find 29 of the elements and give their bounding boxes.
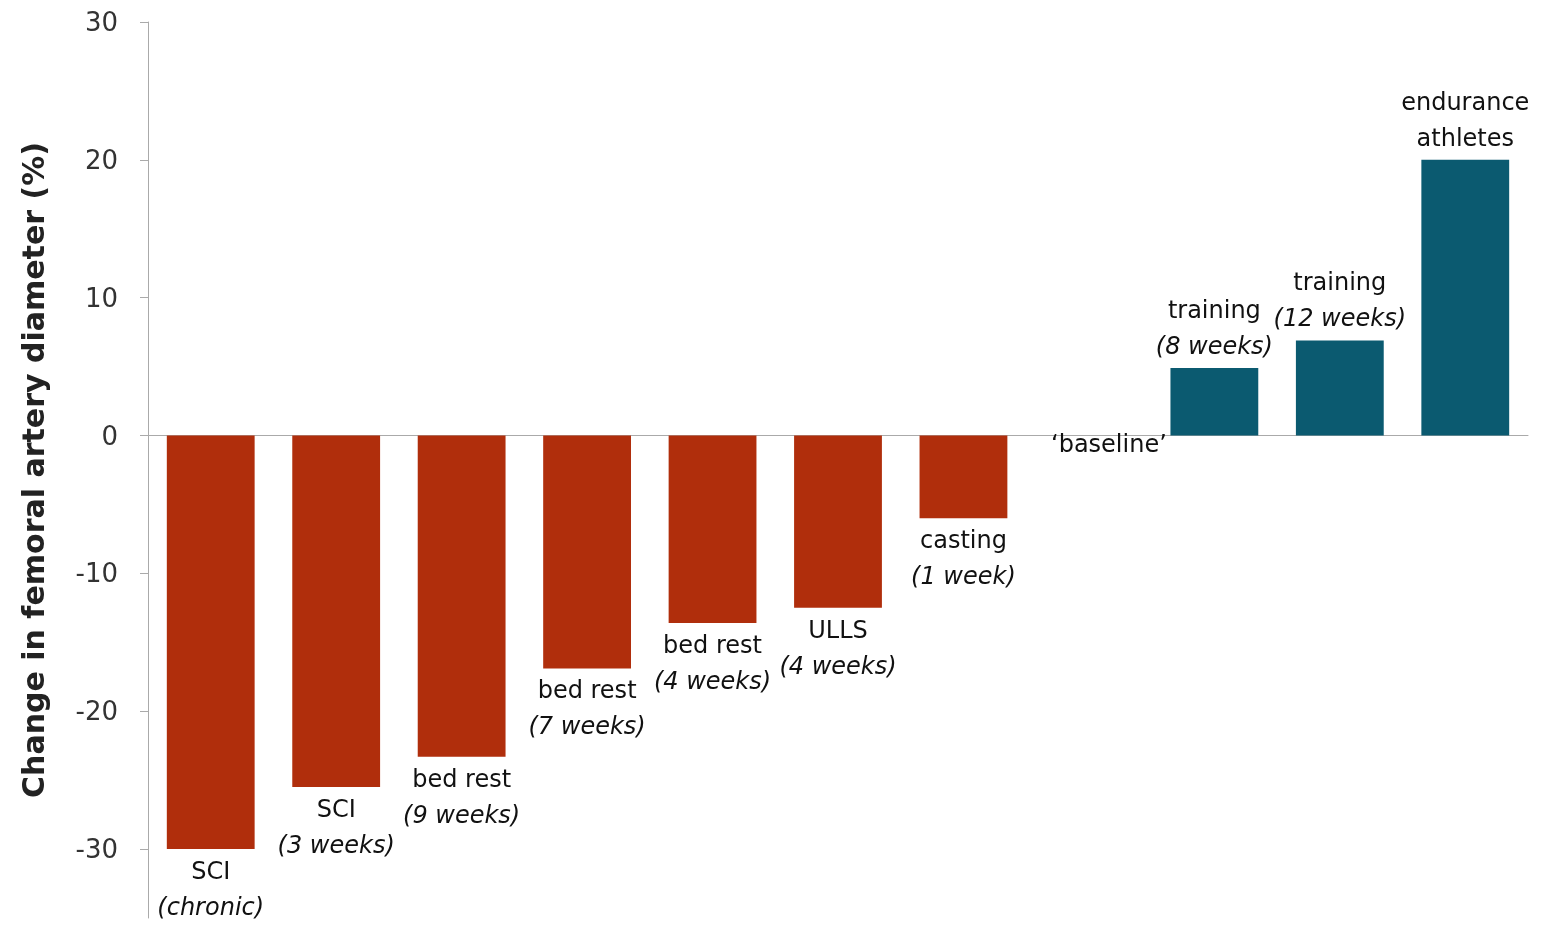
x-tick-label: ULLS (4 weeks) [779,615,897,680]
x-tick-label: bed rest (9 weeks) [403,764,521,829]
x-tick-label: ‘baseline’ [1051,429,1167,458]
y-axis-title: Change in femoral artery diameter (%) [15,142,51,798]
y-tick-label: 10 [84,282,118,313]
y-tick-label: -20 [75,696,118,727]
y-tick-label: -10 [75,558,118,589]
x-tick-label: SCI (3 weeks) [277,795,395,860]
bar [1295,340,1384,436]
y-tick-label: 0 [101,420,118,451]
y-tick-label: -30 [75,834,118,865]
y-tick-label: 30 [84,7,118,37]
x-tick-label: SCI (chronic) [157,857,265,922]
bar [292,435,381,788]
x-tick-label: training (12 weeks) [1273,268,1407,333]
x-tick-label: endurance athletes [1401,87,1530,152]
bar [543,435,631,669]
bar [794,435,882,608]
x-tick-label: bed rest (4 weeks) [653,631,772,696]
bar [166,435,255,850]
bar [919,435,1008,519]
x-tick-label: casting (1 week) [911,526,1016,591]
bar [668,435,757,624]
bar [1170,367,1259,436]
x-tick-label: training (8 weeks) [1155,295,1273,360]
bar [1421,159,1510,436]
x-tick-label: bed rest (7 weeks) [528,676,646,741]
bar [417,435,506,757]
y-tick-label: 20 [84,144,118,175]
